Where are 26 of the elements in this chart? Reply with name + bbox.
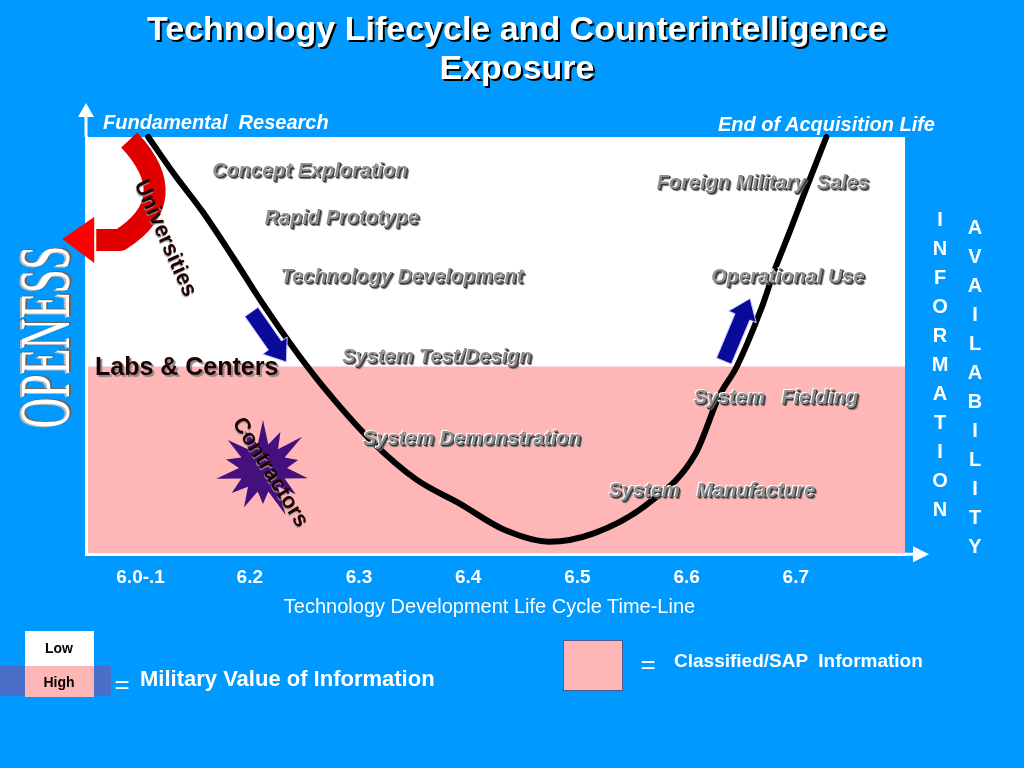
- text: Low: [45, 640, 73, 656]
- annotation: Foreign Military Sales: [656, 170, 870, 194]
- text: Classified/SAP Information: [674, 650, 923, 672]
- x-tick-label: 6.5: [564, 565, 592, 587]
- x-tick-label: 6.4: [454, 565, 482, 587]
- text: AVAILABILITY: [964, 216, 986, 564]
- text: =: [114, 668, 130, 700]
- text: =: [640, 648, 656, 680]
- x-tick-label: 6.0-.1: [116, 565, 166, 587]
- x-axis-title: Technology Development Life Cycle Time-Line: [283, 594, 696, 618]
- x-tick-label: 6.7: [782, 565, 810, 587]
- x-tick-label: 6.2: [236, 565, 264, 587]
- y-axis-title: OPENESS: [4, 245, 86, 429]
- x-tick-label: 6.6: [673, 565, 700, 587]
- annotation: Technology Development: [280, 264, 524, 288]
- text: End of Acquisition Life: [717, 112, 935, 136]
- annotation: Concept Exploration: [212, 158, 408, 182]
- chart-title: Technology Lifecycle and Counterintelligence Exposure: [146, 9, 888, 87]
- text: Fundamental Research: [103, 110, 329, 134]
- annotation: Labs & Centers: [95, 351, 279, 381]
- text: Military Value of Information: [140, 666, 435, 692]
- x-tick-label: 6.3: [345, 565, 373, 587]
- text: INFORMATION: [929, 208, 951, 527]
- annotation: System Test/Design: [342, 344, 532, 368]
- text: High: [43, 674, 75, 690]
- annotation: Rapid Prototype: [264, 205, 420, 229]
